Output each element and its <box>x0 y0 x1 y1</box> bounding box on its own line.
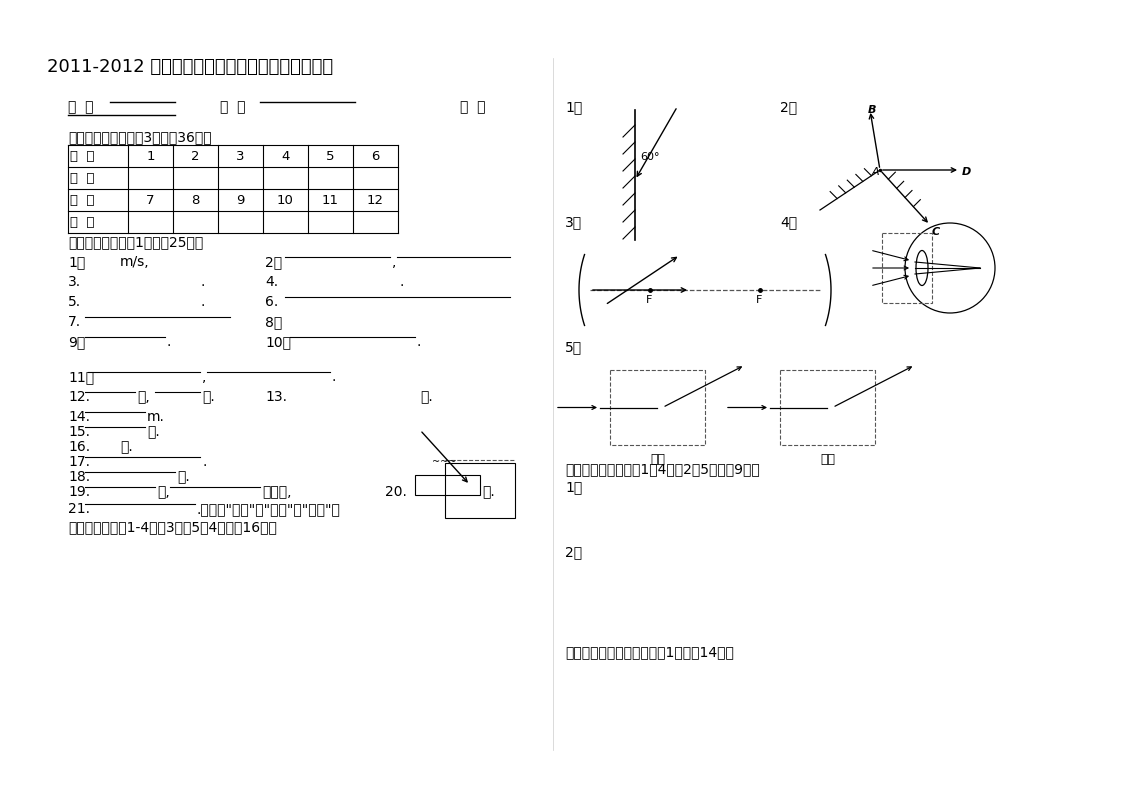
Text: 5、: 5、 <box>565 340 582 354</box>
Text: ,: , <box>202 370 206 384</box>
Bar <box>415 475 480 495</box>
Text: 班  级: 班 级 <box>220 100 246 114</box>
Text: 4、: 4、 <box>780 215 797 229</box>
Text: F: F <box>646 295 652 305</box>
Text: 姓  名: 姓 名 <box>68 100 93 114</box>
Text: 14.: 14. <box>68 410 90 424</box>
Text: 5: 5 <box>327 150 334 163</box>
Text: 60°: 60° <box>640 152 660 162</box>
Text: 10: 10 <box>277 194 294 207</box>
Text: 3、: 3、 <box>565 215 582 229</box>
Text: .: . <box>200 295 204 309</box>
Text: 答  案: 答 案 <box>70 216 94 229</box>
Text: 8、: 8、 <box>265 315 283 329</box>
Text: 秒.: 秒. <box>420 390 433 404</box>
Text: 题  号: 题 号 <box>70 150 94 163</box>
Text: 四、简答题与计算（1题4分，2题5分，共9分）: 四、简答题与计算（1题4分，2题5分，共9分） <box>565 462 760 476</box>
Text: ,: , <box>392 255 396 269</box>
Text: 7.: 7. <box>68 315 81 329</box>
Text: .: . <box>200 275 204 289</box>
Text: 4: 4 <box>282 150 289 163</box>
Text: 9、: 9、 <box>68 335 85 349</box>
Text: 18.: 18. <box>68 470 90 484</box>
Text: A: A <box>872 167 880 177</box>
Text: 答  案: 答 案 <box>70 172 94 185</box>
Text: .: . <box>332 370 337 384</box>
Text: 五、实验和探究题：（每空1分，共14分）: 五、实验和探究题：（每空1分，共14分） <box>565 645 734 659</box>
Text: 21.: 21. <box>68 502 90 516</box>
Text: 17.: 17. <box>68 455 90 469</box>
Text: 度.: 度. <box>202 390 214 404</box>
Text: 5.: 5. <box>68 295 81 309</box>
Bar <box>780 370 875 445</box>
Text: .: . <box>167 335 172 349</box>
Text: .: . <box>401 275 404 289</box>
Text: 13.: 13. <box>265 390 287 404</box>
Text: 4.: 4. <box>265 275 278 289</box>
Text: 11、: 11、 <box>68 370 94 384</box>
Text: 2、: 2、 <box>265 255 282 269</box>
Text: 度.: 度. <box>120 440 132 454</box>
Text: 12: 12 <box>367 194 384 207</box>
Text: 2011-2012 学年度初二物理第一学期期中考试答卷: 2011-2012 学年度初二物理第一学期期中考试答卷 <box>47 58 333 76</box>
Text: 2: 2 <box>191 150 200 163</box>
Text: 16.: 16. <box>68 440 90 454</box>
Text: 镜,: 镜, <box>157 485 169 499</box>
Text: 图乙: 图乙 <box>820 453 835 466</box>
Text: 二、填空题（每空1分，共25分）: 二、填空题（每空1分，共25分） <box>68 235 203 249</box>
Text: .: . <box>202 455 206 469</box>
Text: 19.: 19. <box>68 485 90 499</box>
Text: 题  号: 题 号 <box>70 194 94 207</box>
Text: 机.: 机. <box>177 470 190 484</box>
Text: .: . <box>417 335 422 349</box>
Text: .（选填"前伸"、"后缩"或"不动"）: .（选填"前伸"、"后缩"或"不动"） <box>197 502 341 516</box>
Text: 2、: 2、 <box>565 545 582 559</box>
Text: 15.: 15. <box>68 425 90 439</box>
Text: 6: 6 <box>371 150 379 163</box>
Bar <box>610 370 705 445</box>
Text: 20.: 20. <box>385 485 407 499</box>
Bar <box>882 233 932 303</box>
Text: 1、: 1、 <box>565 480 582 494</box>
Text: 9: 9 <box>237 194 245 207</box>
Bar <box>445 463 515 518</box>
Text: 10、: 10、 <box>265 335 291 349</box>
Text: 2、: 2、 <box>780 100 797 114</box>
Text: 6.: 6. <box>265 295 278 309</box>
Text: 度.: 度. <box>147 425 159 439</box>
Text: m/s,: m/s, <box>120 255 149 269</box>
Text: 3: 3 <box>237 150 245 163</box>
Text: 1、: 1、 <box>68 255 85 269</box>
Text: C: C <box>932 227 940 237</box>
Text: D: D <box>962 167 972 177</box>
Text: 12.: 12. <box>68 390 90 404</box>
Text: 处.: 处. <box>482 485 495 499</box>
Text: 一、选择题（每小题3分，共36分）: 一、选择题（每小题3分，共36分） <box>68 130 212 144</box>
Text: 1: 1 <box>146 150 155 163</box>
Text: m.: m. <box>147 410 165 424</box>
Text: 分  数: 分 数 <box>460 100 486 114</box>
Text: 1、: 1、 <box>565 100 582 114</box>
Text: 8: 8 <box>192 194 200 207</box>
Text: 7: 7 <box>146 194 155 207</box>
Text: B: B <box>868 105 876 115</box>
Text: ~~~: ~~~ <box>432 457 457 467</box>
Text: 图甲: 图甲 <box>650 453 665 466</box>
Text: F: F <box>756 295 762 305</box>
Text: 3.: 3. <box>68 275 81 289</box>
Text: 三、作图题：（1-4每题3分，5题4分，共16分）: 三、作图题：（1-4每题3分，5题4分，共16分） <box>68 520 277 534</box>
Text: 度,: 度, <box>137 390 149 404</box>
Text: 11: 11 <box>322 194 339 207</box>
Text: 的作用,: 的作用, <box>263 485 292 499</box>
